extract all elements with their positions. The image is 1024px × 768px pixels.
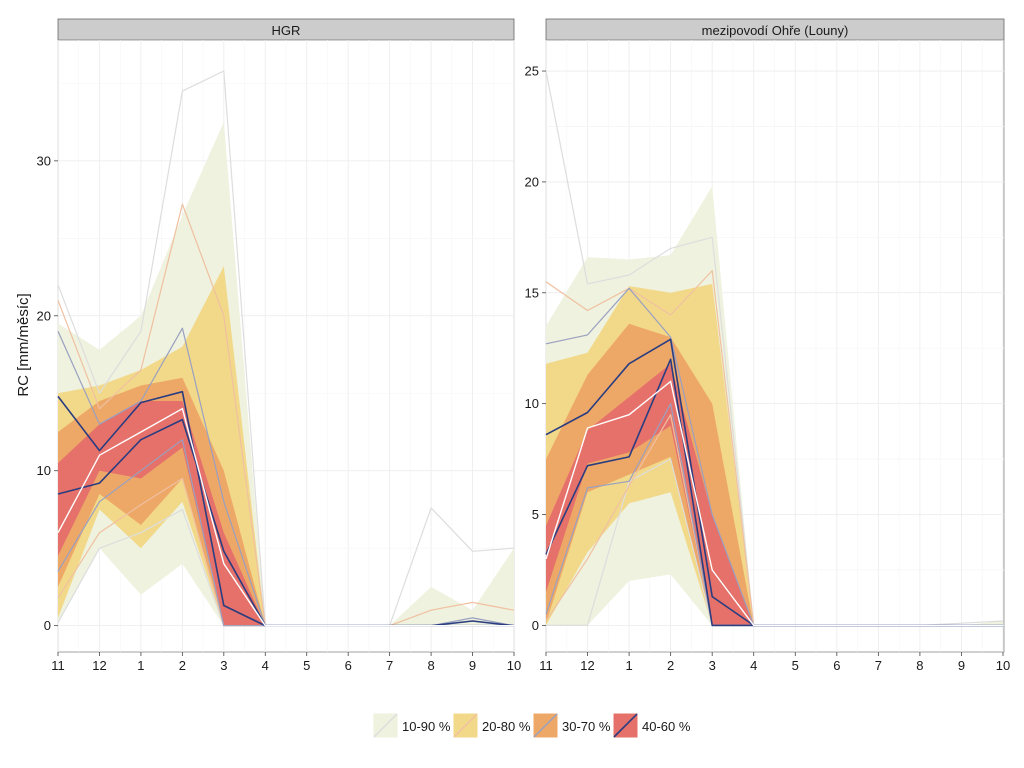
legend-key-line-40-60 bbox=[613, 713, 638, 738]
x-tick-label-10: 10 bbox=[996, 658, 1010, 673]
x-tick-label-5: 5 bbox=[792, 658, 799, 673]
y-tick-label-20: 20 bbox=[37, 308, 51, 323]
band-40-60 bbox=[546, 363, 1003, 626]
x-tick-label-4: 4 bbox=[750, 658, 757, 673]
x-tick-label-5: 5 bbox=[303, 658, 310, 673]
x-tick-label-2: 2 bbox=[179, 658, 186, 673]
y-axis-label: RC [mm/měsíc] bbox=[15, 293, 32, 396]
x-tick-label-6: 6 bbox=[833, 658, 840, 673]
x-tick-label-7: 7 bbox=[386, 658, 393, 673]
y-tick-label-15: 15 bbox=[525, 285, 539, 300]
x-tick-label-11: 11 bbox=[51, 658, 65, 673]
y-tick-label-25: 25 bbox=[525, 64, 539, 79]
x-tick-label-2: 2 bbox=[667, 658, 674, 673]
x-tick-label-1: 1 bbox=[137, 658, 144, 673]
y-tick-label-10: 10 bbox=[37, 463, 51, 478]
x-tick-label-3: 3 bbox=[220, 658, 227, 673]
x-tick-label-1: 1 bbox=[625, 658, 632, 673]
x-tick-label-3: 3 bbox=[709, 658, 716, 673]
panel-ohre-data bbox=[545, 70, 1004, 627]
median-line bbox=[57, 407, 514, 627]
band-40-60 bbox=[58, 401, 514, 626]
band-20-80 bbox=[58, 266, 514, 626]
y-tick-label-30: 30 bbox=[37, 153, 51, 168]
median-line bbox=[545, 380, 1003, 627]
x-tick-label-4: 4 bbox=[262, 658, 269, 673]
legend-key-line-20-80 bbox=[453, 713, 478, 738]
y-tick-label-10: 10 bbox=[525, 396, 539, 411]
y-tick-label-0: 0 bbox=[44, 618, 51, 633]
y-tick-label-0: 0 bbox=[532, 618, 539, 633]
x-tick-label-8: 8 bbox=[916, 658, 923, 673]
legend-item-20-80: 20-80 % bbox=[452, 712, 531, 739]
x-tick-label-12: 12 bbox=[92, 658, 106, 673]
x-tick-label-6: 6 bbox=[345, 658, 352, 673]
legend-key-line-10-90 bbox=[373, 713, 398, 738]
y-tick-label-20: 20 bbox=[525, 174, 539, 189]
x-tick-label-10: 10 bbox=[507, 658, 521, 673]
legend-label-40-60: 40-60 % bbox=[642, 719, 691, 734]
legend-item-40-60: 40-60 % bbox=[612, 712, 691, 739]
x-tick-label-11: 11 bbox=[539, 658, 553, 673]
legend-label-10-90: 10-90 % bbox=[402, 719, 451, 734]
legend-label-20-80: 20-80 % bbox=[482, 719, 531, 734]
x-tick-label-9: 9 bbox=[469, 658, 476, 673]
legend-item-30-70: 30-70 % bbox=[532, 712, 611, 739]
legend-label-30-70: 30-70 % bbox=[562, 719, 611, 734]
x-tick-label-9: 9 bbox=[958, 658, 965, 673]
x-tick-label-8: 8 bbox=[427, 658, 434, 673]
legend-key-line-30-70 bbox=[533, 713, 558, 738]
panel-hgr-title: HGR bbox=[272, 23, 301, 38]
panel-ohre-gridlines bbox=[545, 40, 1004, 652]
legend-item-10-90: 10-90 % bbox=[372, 712, 451, 739]
x-tick-label-12: 12 bbox=[580, 658, 594, 673]
legend: 10-90 % 20-80 % 30-70 % 40-60 % bbox=[372, 712, 691, 739]
y-tick-label-5: 5 bbox=[532, 507, 539, 522]
panel-ohre-title: mezipovodí Ohře (Louny) bbox=[702, 23, 849, 38]
panel-hgr-data bbox=[57, 70, 515, 627]
x-tick-label-7: 7 bbox=[875, 658, 882, 673]
